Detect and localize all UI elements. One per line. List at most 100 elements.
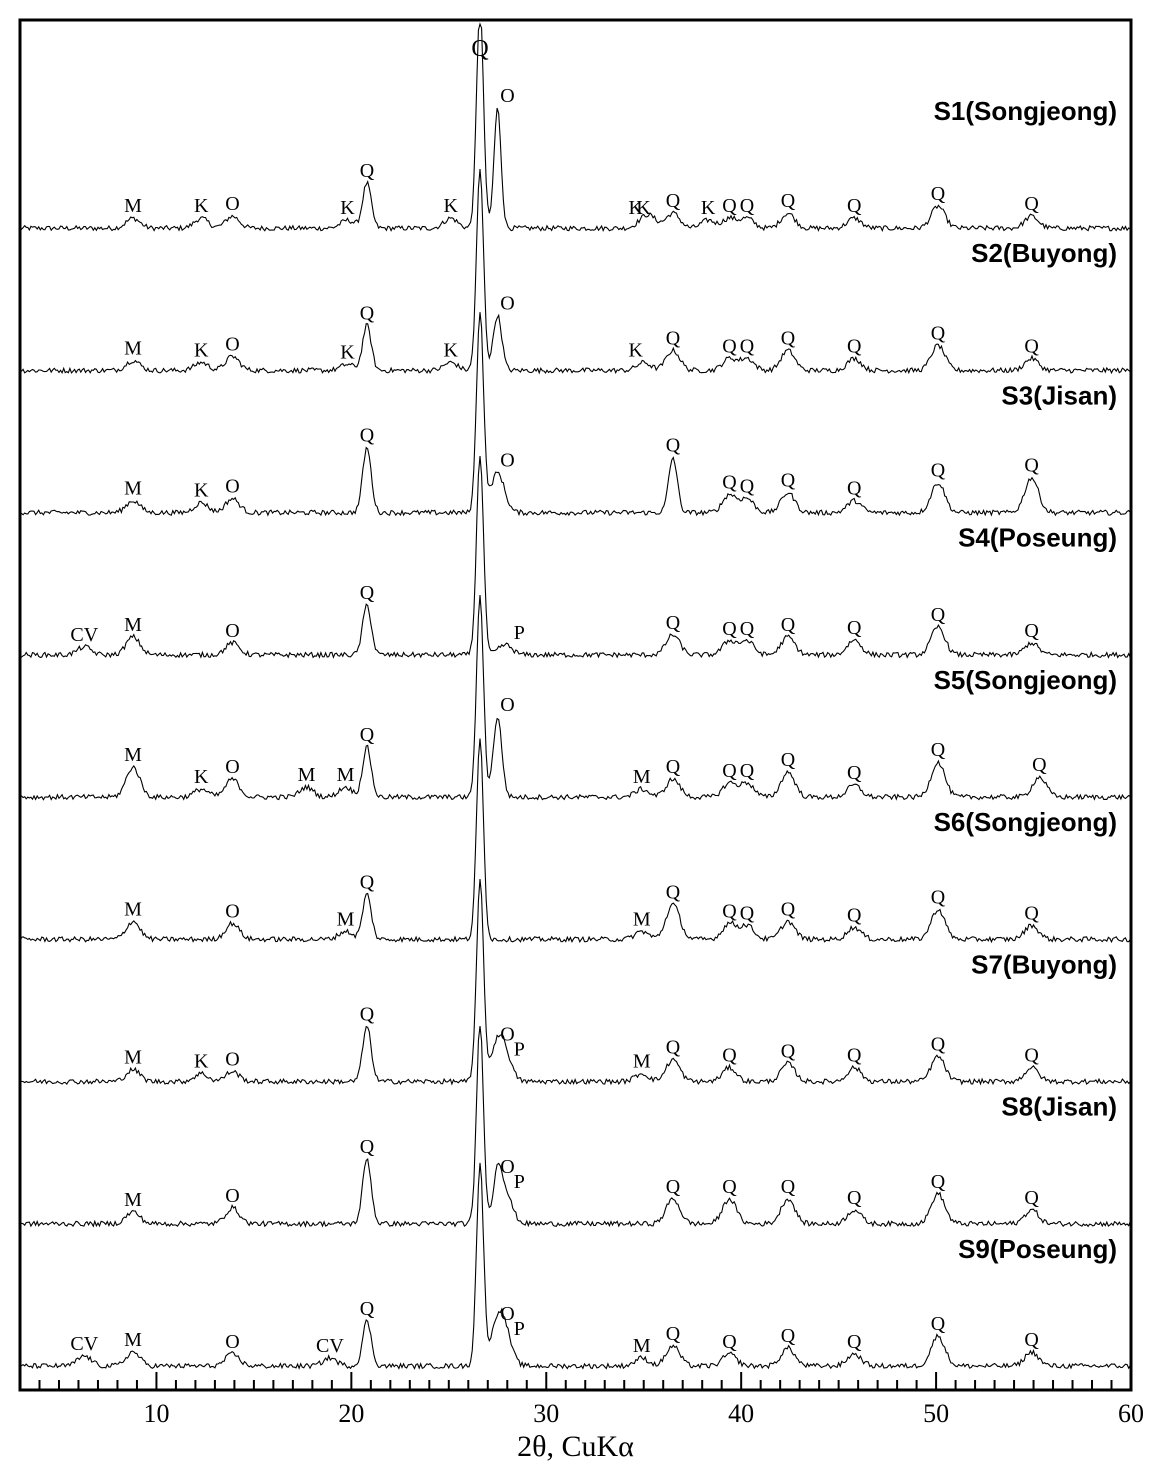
peak-label: K (194, 195, 209, 217)
peak-label: K (340, 197, 355, 219)
peak-label: Q (666, 881, 681, 903)
xrd-trace-s9 (20, 1163, 1130, 1369)
peak-label: O (500, 85, 514, 107)
peak-label: Q (847, 1331, 862, 1353)
peak-label: M (124, 614, 142, 636)
peak-label: Q (1032, 754, 1047, 776)
peak-label: Q (847, 1187, 862, 1209)
peak-label: Q (781, 749, 796, 771)
peak-label: Q (1024, 1329, 1039, 1351)
peak-label: Q (847, 1045, 862, 1067)
peak-label: Q (847, 478, 862, 500)
peak-label: O (500, 450, 514, 472)
peak-label: K (636, 197, 651, 219)
peak-label: Q (666, 1037, 681, 1059)
sample-label-s9: S9(Poseung) (958, 1234, 1117, 1264)
peak-label: Q (931, 1171, 946, 1193)
peak-label: M (633, 1335, 651, 1357)
peak-label: M (633, 766, 651, 788)
peak-label: Q (740, 195, 755, 217)
peak-label: CV (316, 1335, 344, 1357)
peak-label: Q (360, 871, 375, 893)
peak-label: K (628, 339, 643, 361)
peak-label: K (444, 339, 459, 361)
peak-label: Q (360, 1136, 375, 1158)
peak-label: O (225, 1331, 239, 1353)
xrd-trace-s5 (20, 595, 1130, 800)
peak-label: Q (781, 1041, 796, 1063)
peak-label: Q (740, 618, 755, 640)
sample-label-s4: S4(Poseung) (958, 523, 1117, 553)
peak-label: Q (1024, 1045, 1039, 1067)
peak-label: Q (931, 322, 946, 344)
peak-label: Q (781, 898, 796, 920)
peak-label: Q (931, 1313, 946, 1335)
peak-label: Q (722, 618, 737, 640)
peak-label: Q (1024, 902, 1039, 924)
peak-label: Q (740, 476, 755, 498)
peak-label: Q (722, 335, 737, 357)
peak-label: O (500, 1156, 514, 1178)
peak-label: O (500, 292, 514, 314)
peak-label: O (225, 1185, 239, 1207)
peak-label: Q (722, 472, 737, 494)
peak-label: Q (360, 1004, 375, 1026)
xrd-trace-s3 (20, 312, 1130, 515)
peak-label: K (194, 1051, 209, 1073)
peak-label: K (701, 197, 716, 219)
peak-label: Q (360, 425, 375, 447)
peak-label: Q (1024, 1187, 1039, 1209)
sample-label-s2: S2(Buyong) (971, 238, 1117, 268)
peak-label: K (340, 341, 355, 363)
x-tick-label: 20 (338, 1399, 364, 1428)
peak-label: Q (931, 1034, 946, 1056)
peak-label: K (444, 195, 459, 217)
peak-label: Q (666, 1323, 681, 1345)
peak-label: K (194, 480, 209, 502)
peak-label: Q (781, 327, 796, 349)
peak-label: Q (666, 612, 681, 634)
peak-label: Q (360, 582, 375, 604)
peak-label: Q (722, 195, 737, 217)
peak-label: Q (1024, 335, 1039, 357)
peak-label: Q (722, 1045, 737, 1067)
peak-label: P (514, 1039, 525, 1061)
peak-label: CV (70, 1333, 98, 1355)
xrd-trace-s7 (20, 879, 1130, 1084)
peak-label: Q (1024, 455, 1039, 477)
peak-label: Q (931, 460, 946, 482)
peak-label: M (124, 1047, 142, 1069)
peak-label: M (124, 337, 142, 359)
peak-label: Q (666, 190, 681, 212)
xrd-trace-s2 (20, 169, 1130, 373)
peak-label: O (225, 1049, 239, 1071)
sample-label-s5: S5(Songjeong) (934, 665, 1117, 695)
peak-label: Q (781, 470, 796, 492)
peak-label: K (194, 339, 209, 361)
sample-label-s1: S1(Songjeong) (934, 96, 1117, 126)
peak-label: M (124, 1329, 142, 1351)
peak-label: P (514, 622, 525, 644)
peak-label-top-Q: Q (471, 36, 488, 62)
peak-label: Q (360, 724, 375, 746)
peak-label: O (225, 476, 239, 498)
peak-label: O (225, 900, 239, 922)
x-axis-label: 2θ, CuKα (517, 1430, 634, 1462)
peak-label: O (500, 1303, 514, 1325)
peak-label: M (633, 1051, 651, 1073)
sample-label-s8: S8(Jisan) (1001, 1092, 1117, 1122)
peak-label: Q (781, 1325, 796, 1347)
peak-label: M (124, 898, 142, 920)
peak-label: Q (722, 1331, 737, 1353)
peak-label: Q (931, 739, 946, 761)
peak-label: CV (70, 624, 98, 646)
xrd-trace-s8 (20, 1026, 1130, 1226)
xrd-trace-s4 (20, 456, 1130, 657)
peak-label: Q (722, 1176, 737, 1198)
peak-label: Q (666, 327, 681, 349)
x-tick-label: 30 (533, 1399, 559, 1428)
peak-label: Q (360, 1298, 375, 1320)
peak-label: M (298, 764, 316, 786)
sample-label-s6: S6(Songjeong) (934, 807, 1117, 837)
peak-label: M (337, 764, 355, 786)
